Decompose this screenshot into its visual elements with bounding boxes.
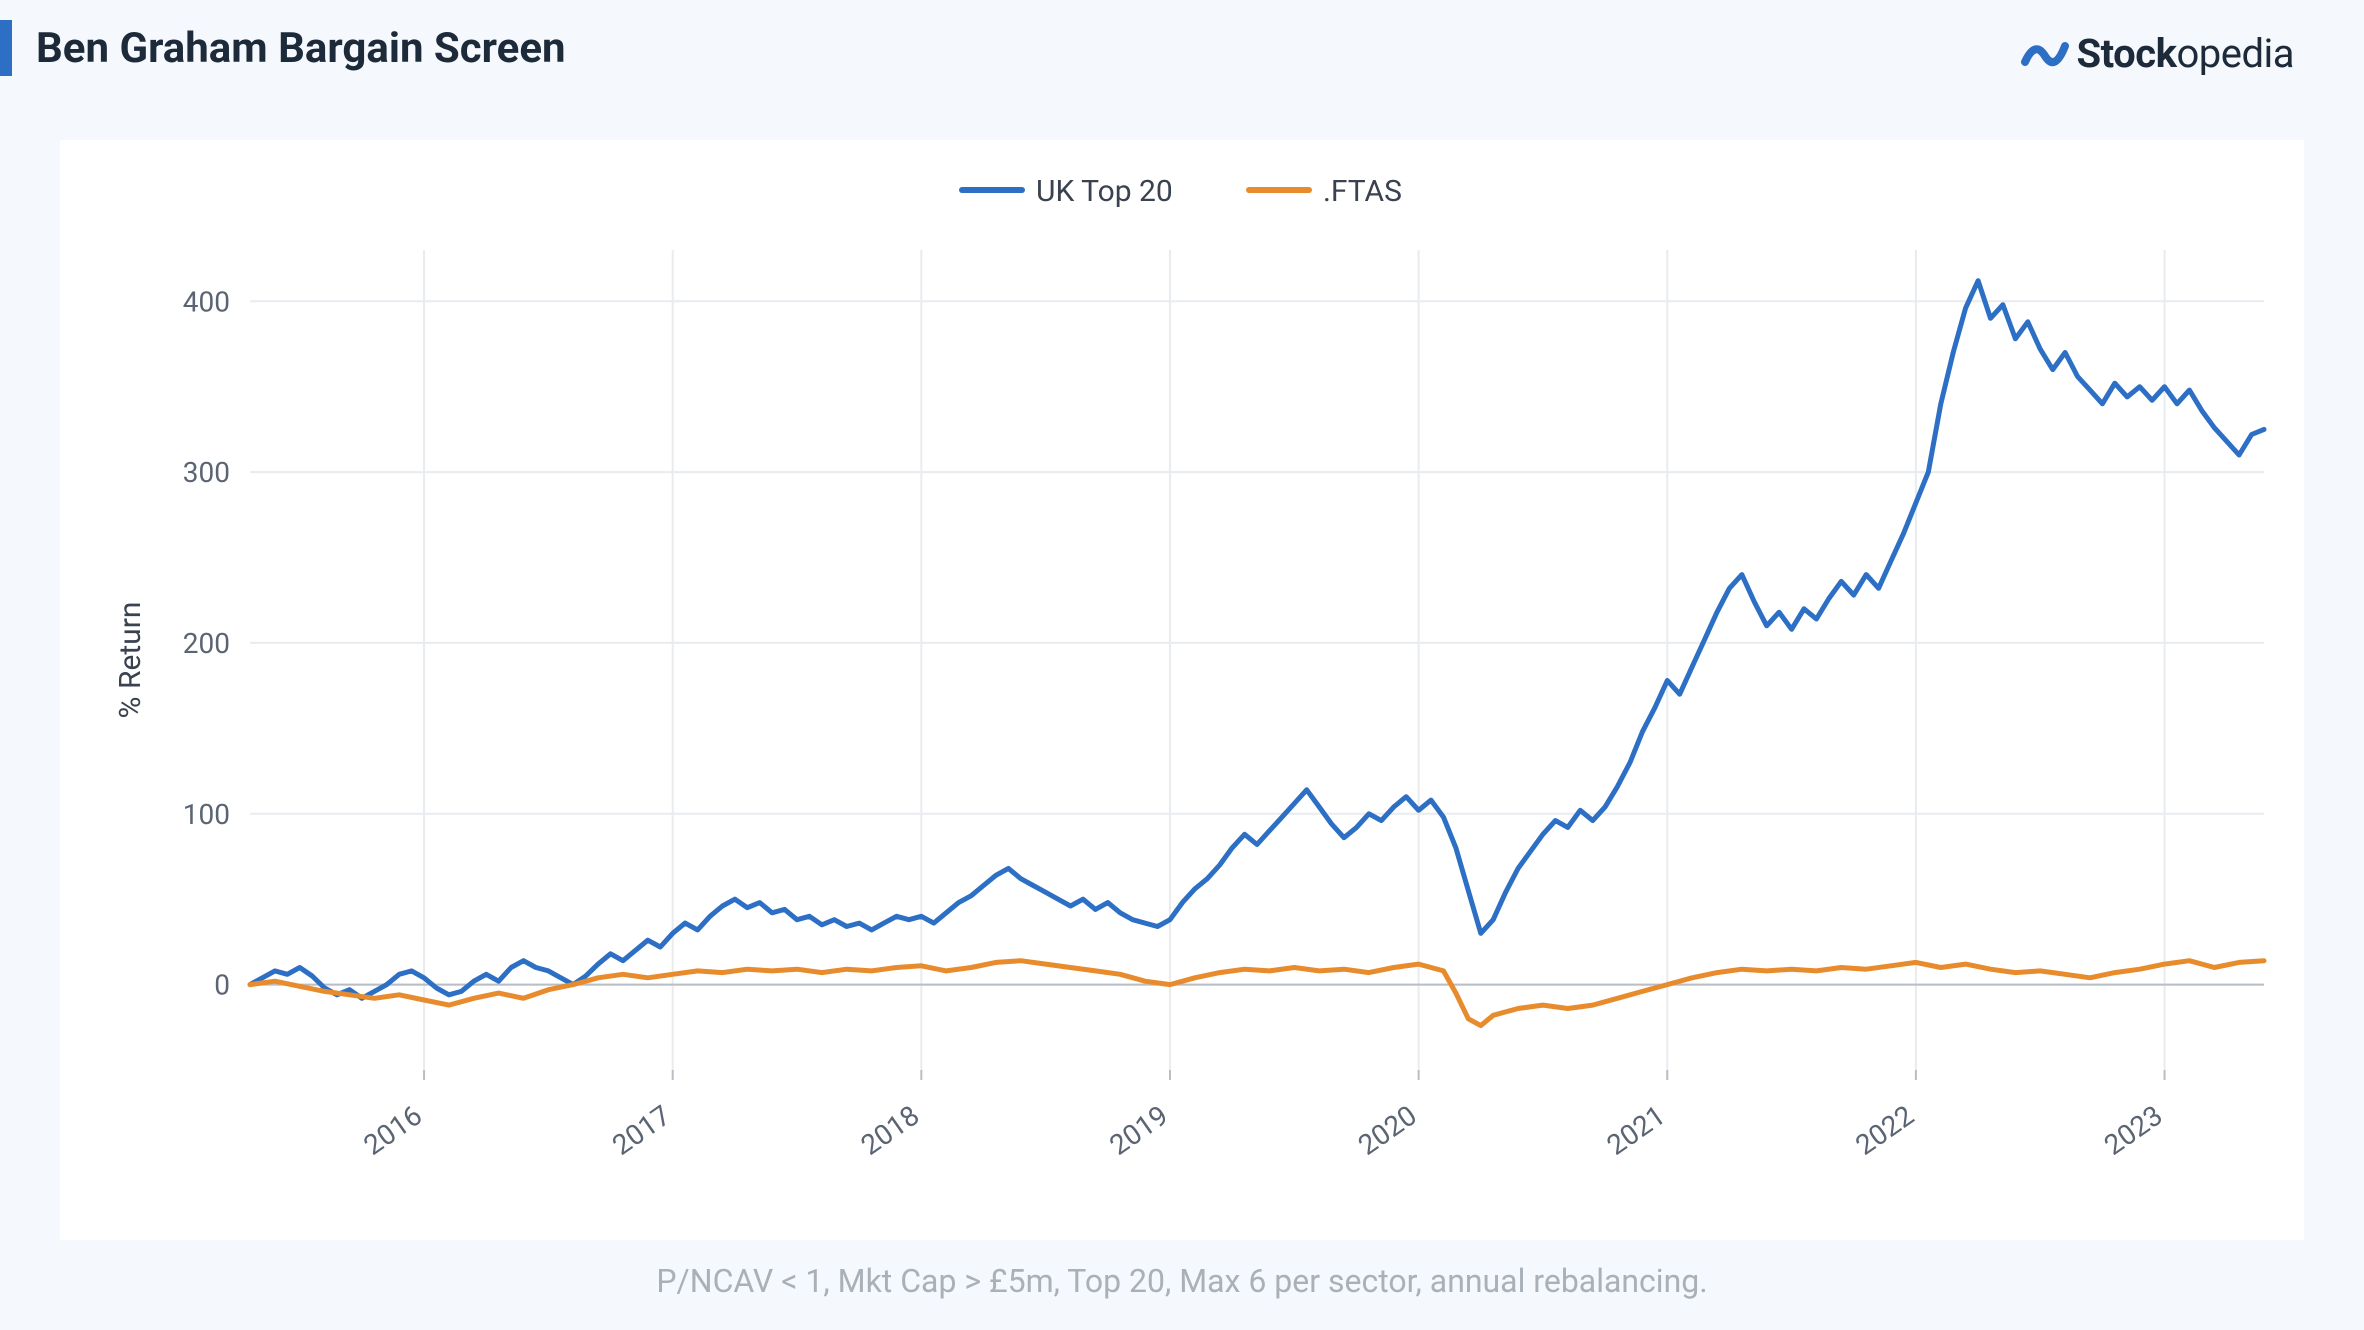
x-tick-label: 2017 xyxy=(606,1099,676,1162)
page-title: Ben Graham Bargain Screen xyxy=(36,24,566,73)
x-tick-label: 2023 xyxy=(2098,1099,2168,1162)
x-tick-label: 2022 xyxy=(1849,1099,1919,1162)
brand-bold: Stock xyxy=(2077,30,2177,77)
svg-text:200: 200 xyxy=(183,627,230,660)
legend-label: UK Top 20 xyxy=(1036,174,1173,209)
x-tick-label: 2021 xyxy=(1601,1099,1671,1162)
brand-icon xyxy=(2021,32,2077,76)
svg-text:100: 100 xyxy=(183,798,230,831)
x-tick-label: 2020 xyxy=(1352,1099,1422,1162)
brand-rest: opedia xyxy=(2176,30,2294,77)
svg-text:400: 400 xyxy=(183,285,230,318)
series-uk-top-20 xyxy=(250,281,2264,999)
y-axis-label: % Return xyxy=(113,602,148,719)
svg-text:300: 300 xyxy=(183,456,230,489)
x-tick-label: 2016 xyxy=(358,1099,428,1162)
x-tick-label: 2018 xyxy=(855,1099,925,1162)
svg-text:0: 0 xyxy=(214,969,230,1002)
brand-text: Stockopedia xyxy=(2077,30,2294,77)
chart-caption: P/NCAV < 1, Mkt Cap > £5m, Top 20, Max 6… xyxy=(0,1262,2364,1300)
x-tick-label: 2019 xyxy=(1103,1099,1173,1162)
title-bar: Ben Graham Bargain Screen xyxy=(0,20,566,76)
chart-svg: 0 100 200 300 400 % Return 2016 2017 2018 2019 202… xyxy=(60,140,2304,1240)
chart-card: 0 100 200 300 400 % Return 2016 2017 2018 2019 202… xyxy=(60,140,2304,1240)
brand-logo: Stockopedia xyxy=(2021,30,2294,77)
title-accent xyxy=(0,20,12,76)
page-root: Ben Graham Bargain Screen Stockopedia 0 1… xyxy=(0,0,2364,1330)
legend-label: .FTAS xyxy=(1323,174,1402,209)
